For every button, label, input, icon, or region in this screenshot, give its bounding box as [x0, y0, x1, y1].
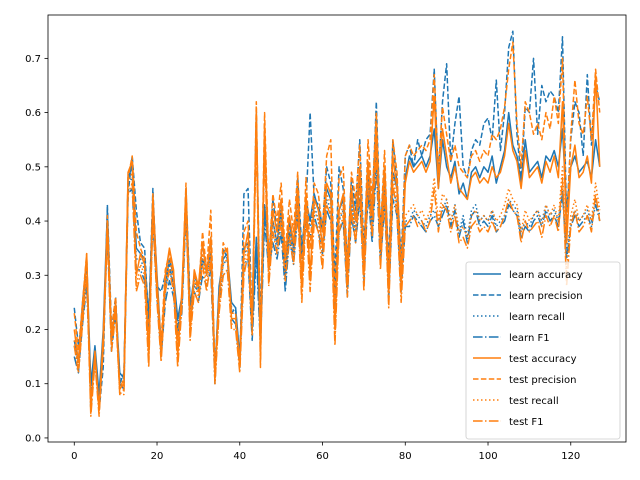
x-tick-label: 80 — [399, 451, 412, 462]
legend-label: learn F1 — [509, 333, 550, 344]
y-tick-label: 0.2 — [25, 325, 41, 336]
axes-frame — [47, 14, 627, 443]
y-tick-label: 0.3 — [25, 271, 41, 282]
legend-label: test recall — [509, 396, 559, 407]
series-line-learn-precision — [73, 30, 601, 412]
x-tick-label: 40 — [233, 451, 246, 462]
y-tick-label: 0.7 — [25, 54, 41, 65]
series-line-test-F1 — [73, 133, 601, 417]
legend-label: test precision — [509, 375, 577, 386]
legend-label: test F1 — [509, 417, 544, 428]
series-layer — [73, 30, 601, 417]
x-tick-label: 60 — [316, 451, 329, 462]
legend-label: learn recall — [509, 312, 565, 323]
y-tick-label: 0.4 — [25, 217, 41, 228]
x-tick-label: 100 — [478, 451, 497, 462]
legend-box — [465, 261, 621, 440]
legend: learn accuracy learn precision learn recal… — [465, 261, 621, 440]
y-tick-label: 0.1 — [25, 379, 41, 390]
legend-label: test accuracy — [509, 354, 577, 365]
ticks-layer: 0 20 40 60 80 100 120 0.0 0.1 0.2 0.3 0.4 0.5 0.6 0.7 — [25, 54, 580, 462]
y-tick-label: 0.0 — [25, 433, 41, 444]
y-tick-label: 0.5 — [25, 162, 41, 173]
x-tick-label: 120 — [561, 451, 580, 462]
series-line-test-precision — [73, 41, 601, 412]
x-tick-label: 0 — [71, 451, 77, 462]
x-tick-label: 20 — [151, 451, 164, 462]
legend-label: learn precision — [509, 291, 583, 302]
legend-label: learn accuracy — [509, 270, 583, 281]
y-tick-label: 0.6 — [25, 108, 41, 119]
